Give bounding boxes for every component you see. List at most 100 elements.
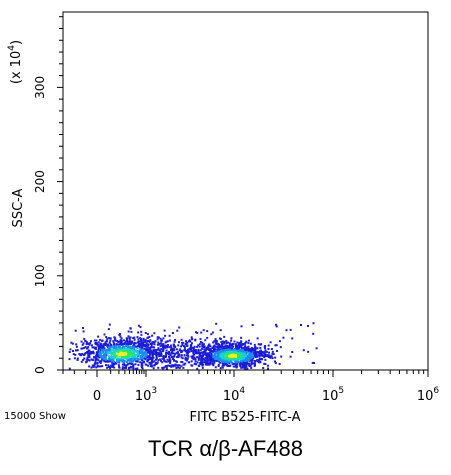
event-dot [315, 347, 318, 350]
event-dot [127, 367, 130, 370]
event-dot [126, 347, 129, 350]
event-dot [238, 349, 241, 352]
event-dot [246, 347, 249, 350]
event-dot [128, 339, 131, 341]
event-dot [114, 337, 117, 339]
event-dot [261, 350, 264, 353]
event-dot [199, 357, 202, 360]
event-dot [244, 345, 247, 348]
event-dot [83, 337, 86, 340]
event-dot [95, 358, 98, 361]
event-dot [214, 348, 217, 351]
event-dot [240, 366, 243, 369]
event-dot [149, 349, 152, 352]
event-dot [68, 351, 71, 353]
event-dot [239, 363, 241, 366]
event-dot [94, 360, 97, 363]
x-tick-label: 104 [223, 386, 246, 404]
event-dot [167, 344, 169, 347]
event-dot [190, 360, 193, 363]
event-dot [159, 345, 162, 348]
event-dot [90, 351, 93, 354]
event-dot [250, 349, 253, 352]
event-dot [191, 356, 194, 359]
event-dot [202, 363, 204, 366]
event-dot [145, 354, 148, 357]
event-dot [95, 339, 98, 342]
event-dot [106, 343, 109, 346]
event-dot [228, 351, 231, 354]
event-dot [194, 338, 197, 341]
event-dot [127, 358, 130, 361]
event-dot [161, 344, 164, 347]
event-dot [148, 335, 151, 338]
event-dot [132, 344, 135, 347]
event-dot [260, 353, 263, 356]
event-dot [213, 360, 216, 363]
event-dot [99, 338, 102, 341]
event-dot [146, 347, 149, 350]
event-dot [96, 343, 99, 346]
event-dot [256, 337, 259, 340]
event-dot [214, 351, 217, 354]
event-dot [152, 367, 155, 370]
event-dot [291, 351, 294, 353]
event-dot [91, 346, 94, 349]
y-tick-label: 0 [33, 366, 47, 374]
event-dot [156, 336, 159, 339]
event-dot [152, 349, 155, 352]
event-dot [232, 353, 235, 356]
event-dot [100, 349, 103, 352]
event-dot [108, 355, 111, 358]
event-dot [230, 337, 233, 340]
event-dot [215, 341, 217, 344]
event-dot [111, 356, 113, 359]
event-dot [222, 359, 225, 362]
event-dot [282, 336, 285, 339]
event-dot [128, 346, 131, 349]
event-dot [222, 363, 225, 366]
event-dot [228, 364, 230, 367]
event-dot [163, 355, 166, 358]
event-dot [191, 342, 193, 345]
event-dot [114, 356, 117, 359]
event-dot [88, 351, 91, 354]
event-dot [238, 345, 241, 348]
event-dot [146, 345, 149, 348]
event-dot [231, 343, 233, 346]
event-dot [141, 355, 144, 358]
event-dot [137, 344, 140, 347]
plot-frame [62, 11, 429, 371]
event-dot [259, 358, 262, 361]
event-dot [203, 361, 206, 364]
event-dot [250, 361, 253, 364]
event-dot [124, 355, 127, 358]
event-dot [136, 357, 138, 360]
event-dot [140, 340, 143, 343]
event-dot [98, 356, 101, 359]
event-dot [204, 351, 207, 354]
event-dot [125, 357, 128, 360]
event-dot [196, 345, 199, 348]
event-dot [219, 348, 222, 351]
event-dot [73, 357, 76, 360]
event-dot [178, 353, 181, 356]
event-dot [129, 362, 132, 365]
event-dot [201, 362, 204, 365]
event-dot [137, 342, 140, 345]
event-dot [180, 349, 183, 352]
event-dot [155, 358, 157, 361]
event-dot [312, 322, 315, 325]
event-dot [220, 353, 222, 356]
event-dot [139, 347, 142, 350]
event-dot [142, 348, 145, 351]
event-dot [144, 345, 147, 348]
event-dot [141, 367, 144, 370]
event-dot [242, 365, 245, 368]
event-dot [181, 343, 184, 346]
event-dot [194, 360, 197, 363]
event-dot [278, 340, 281, 343]
event-dot [302, 349, 305, 352]
event-dot [271, 352, 274, 355]
event-dot [138, 350, 141, 353]
